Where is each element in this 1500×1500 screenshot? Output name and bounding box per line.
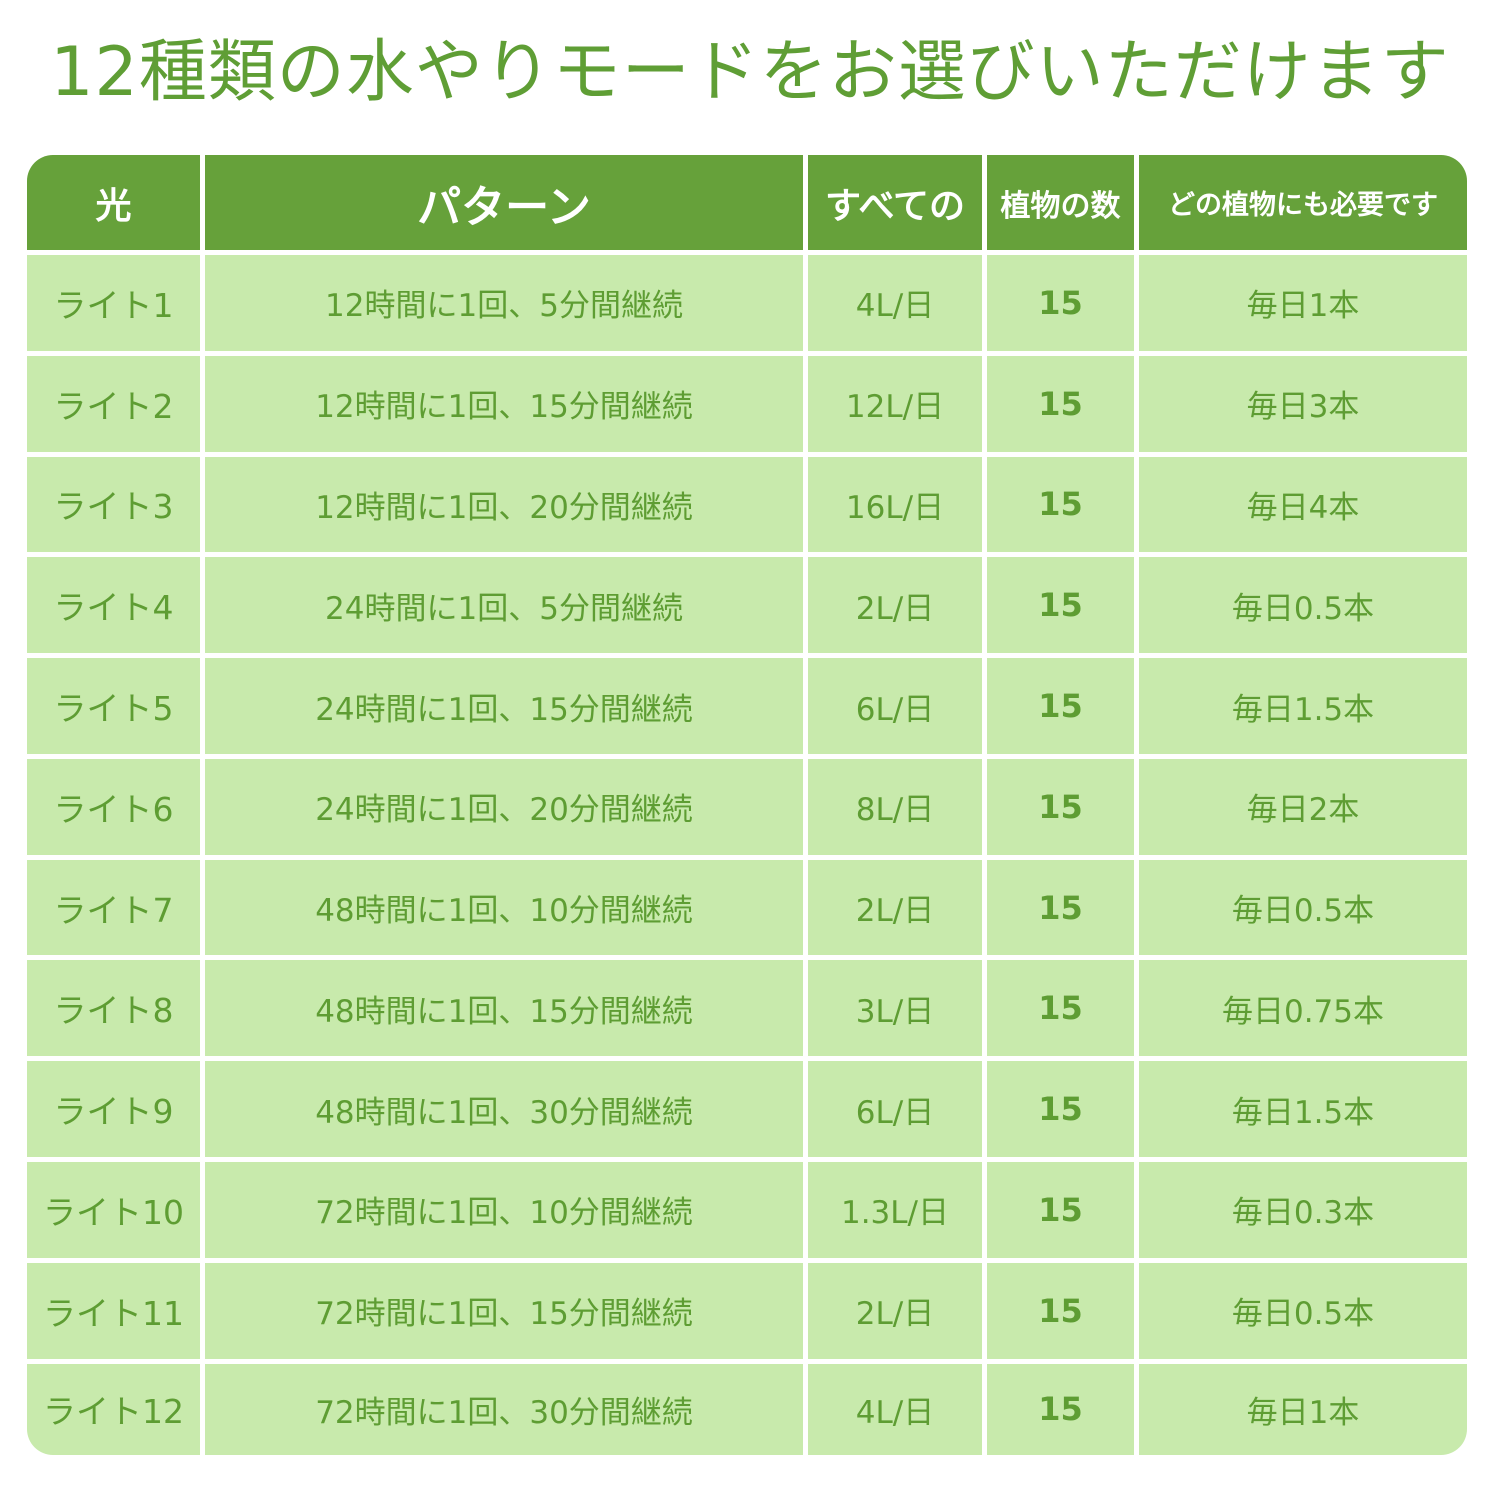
plant-count-cell: 15: [987, 658, 1139, 759]
light-cell: ライト10: [27, 1162, 205, 1263]
total-water-cell: 16L/日: [808, 456, 987, 558]
header-light: 光: [27, 155, 205, 255]
pattern-cell: 12時間に1回、5分間継続: [205, 255, 808, 356]
per-plant-need-cell: 毎日0.5本: [1139, 557, 1467, 659]
light-cell: ライト1: [27, 255, 205, 356]
plant-count-cell: 15: [987, 557, 1139, 659]
per-plant-need-cell: 毎日4本: [1139, 456, 1467, 558]
per-plant-need-cell: 毎日3本: [1139, 355, 1467, 457]
table-row: ライト8 48時間に1回、15分間継続 3L/日 15 毎日0.75本: [27, 960, 1467, 1062]
pattern-cell: 72時間に1回、15分間継続: [205, 1262, 808, 1364]
pattern-cell: 48時間に1回、15分間継続: [205, 960, 808, 1062]
light-cell: ライト9: [27, 1061, 205, 1163]
total-water-cell: 4L/日: [808, 1363, 987, 1455]
pattern-cell: 24時間に1回、5分間継続: [205, 557, 808, 659]
light-cell: ライト5: [27, 658, 205, 759]
light-cell: ライト6: [27, 758, 205, 860]
watering-mode-table: 光 パターン すべての 植物の数 どの植物にも必要です ライト1 12時間に1回、…: [27, 155, 1467, 1455]
page-title: 12種類の水やりモードをお選びいただけます: [50, 33, 1450, 112]
plant-count-cell: 15: [987, 355, 1139, 457]
watering-mode-table-container: 光 パターン すべての 植物の数 どの植物にも必要です ライト1 12時間に1回、…: [27, 155, 1467, 1455]
plant-count-cell: 15: [987, 255, 1139, 356]
plant-count-cell: 15: [987, 456, 1139, 558]
per-plant-need-cell: 毎日0.5本: [1139, 859, 1467, 961]
plant-count-cell: 15: [987, 1262, 1139, 1364]
total-water-cell: 2L/日: [808, 859, 987, 961]
light-cell: ライト8: [27, 960, 205, 1062]
pattern-cell: 24時間に1回、15分間継続: [205, 658, 808, 759]
total-water-cell: 8L/日: [808, 758, 987, 860]
table-body: ライト1 12時間に1回、5分間継続 4L/日 15 毎日1本 ライト2 12時間に1回、1…: [27, 255, 1467, 1455]
total-water-cell: 3L/日: [808, 960, 987, 1062]
per-plant-need-cell: 毎日1本: [1139, 255, 1467, 356]
per-plant-need-cell: 毎日1.5本: [1139, 658, 1467, 759]
total-water-cell: 1.3L/日: [808, 1162, 987, 1263]
per-plant-need-cell: 毎日0.3本: [1139, 1162, 1467, 1263]
table-header-row: 光 パターン すべての 植物の数 どの植物にも必要です: [27, 155, 1467, 255]
total-water-cell: 12L/日: [808, 355, 987, 457]
plant-count-cell: 15: [987, 758, 1139, 860]
pattern-cell: 72時間に1回、10分間継続: [205, 1162, 808, 1263]
pattern-cell: 24時間に1回、20分間継続: [205, 758, 808, 860]
light-cell: ライト4: [27, 557, 205, 659]
header-total: すべての: [808, 155, 987, 255]
table-row: ライト12 72時間に1回、30分間継続 4L/日 15 毎日1本: [27, 1363, 1467, 1455]
header-pattern: パターン: [205, 155, 808, 255]
plant-count-cell: 15: [987, 1061, 1139, 1163]
header-plant-count: 植物の数: [987, 155, 1139, 255]
table-row: ライト10 72時間に1回、10分間継続 1.3L/日 15 毎日0.3本: [27, 1162, 1467, 1263]
table-row: ライト11 72時間に1回、15分間継続 2L/日 15 毎日0.5本: [27, 1262, 1467, 1364]
light-cell: ライト2: [27, 355, 205, 457]
light-cell: ライト7: [27, 859, 205, 961]
total-water-cell: 4L/日: [808, 255, 987, 356]
table-row: ライト7 48時間に1回、10分間継続 2L/日 15 毎日0.5本: [27, 859, 1467, 961]
header-per-plant-need: どの植物にも必要です: [1139, 155, 1467, 255]
plant-count-cell: 15: [987, 1162, 1139, 1263]
table-row: ライト3 12時間に1回、20分間継続 16L/日 15 毎日4本: [27, 456, 1467, 558]
pattern-cell: 48時間に1回、10分間継続: [205, 859, 808, 961]
per-plant-need-cell: 毎日0.75本: [1139, 960, 1467, 1062]
pattern-cell: 12時間に1回、15分間継続: [205, 355, 808, 457]
light-cell: ライト11: [27, 1262, 205, 1364]
plant-count-cell: 15: [987, 859, 1139, 961]
per-plant-need-cell: 毎日2本: [1139, 758, 1467, 860]
table-row: ライト1 12時間に1回、5分間継続 4L/日 15 毎日1本: [27, 255, 1467, 356]
table-row: ライト6 24時間に1回、20分間継続 8L/日 15 毎日2本: [27, 758, 1467, 860]
light-cell: ライト3: [27, 456, 205, 558]
pattern-cell: 12時間に1回、20分間継続: [205, 456, 808, 558]
per-plant-need-cell: 毎日1.5本: [1139, 1061, 1467, 1163]
per-plant-need-cell: 毎日0.5本: [1139, 1262, 1467, 1364]
total-water-cell: 2L/日: [808, 1262, 987, 1364]
total-water-cell: 2L/日: [808, 557, 987, 659]
table-row: ライト4 24時間に1回、5分間継続 2L/日 15 毎日0.5本: [27, 557, 1467, 659]
table-row: ライト9 48時間に1回、30分間継続 6L/日 15 毎日1.5本: [27, 1061, 1467, 1163]
plant-count-cell: 15: [987, 960, 1139, 1062]
per-plant-need-cell: 毎日1本: [1139, 1363, 1467, 1455]
table-row: ライト2 12時間に1回、15分間継続 12L/日 15 毎日3本: [27, 355, 1467, 457]
total-water-cell: 6L/日: [808, 1061, 987, 1163]
pattern-cell: 48時間に1回、30分間継続: [205, 1061, 808, 1163]
light-cell: ライト12: [27, 1363, 205, 1455]
table-row: ライト5 24時間に1回、15分間継続 6L/日 15 毎日1.5本: [27, 658, 1467, 759]
plant-count-cell: 15: [987, 1363, 1139, 1455]
total-water-cell: 6L/日: [808, 658, 987, 759]
pattern-cell: 72時間に1回、30分間継続: [205, 1363, 808, 1455]
